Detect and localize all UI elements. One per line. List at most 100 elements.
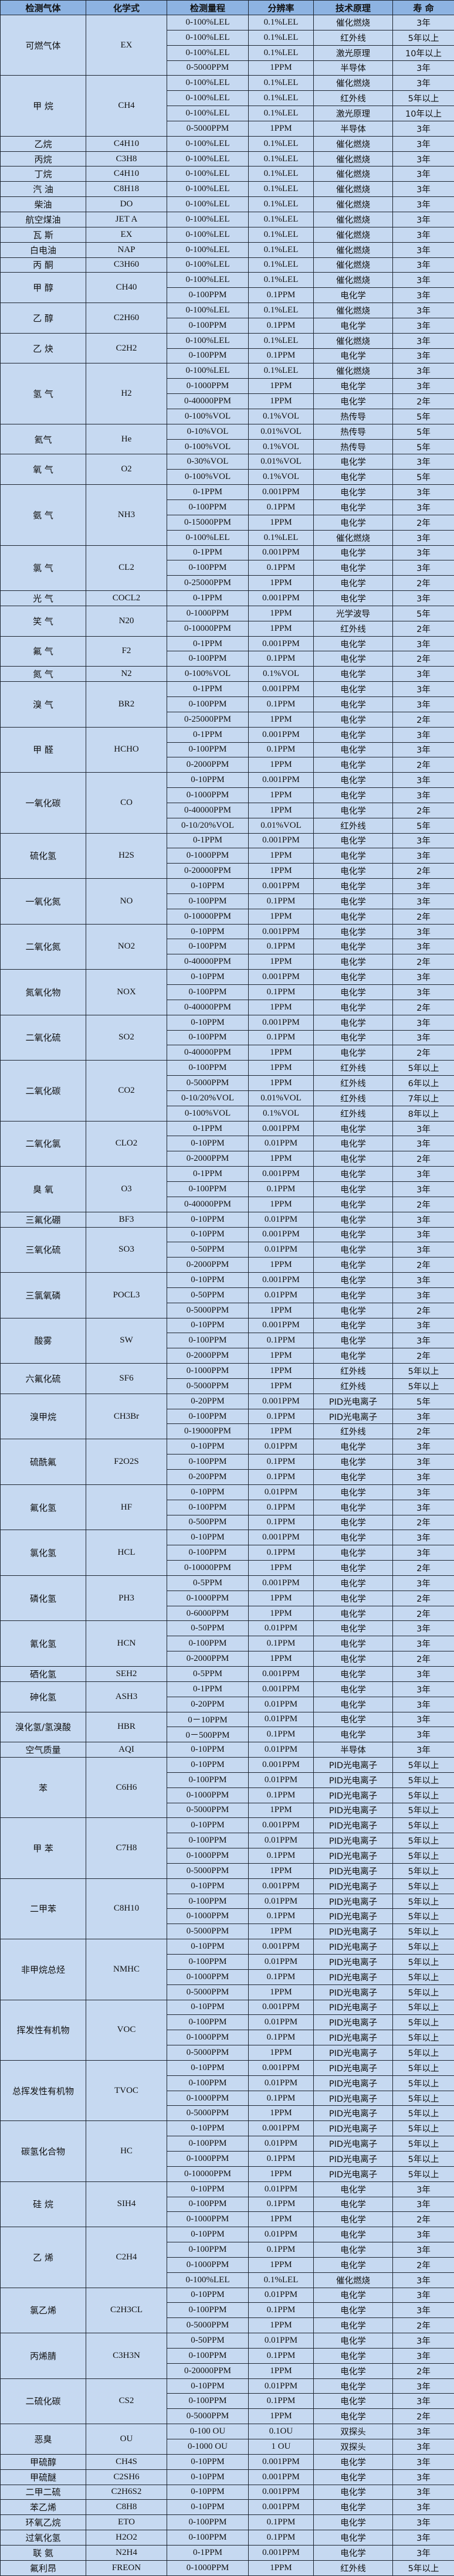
resolution-cell: 1PPM [248, 1605, 314, 1622]
resolution-cell: 0.1PPM [248, 1514, 314, 1531]
lifespan-cell: 3年 [392, 1696, 454, 1712]
lifespan-cell: 5年 [392, 439, 454, 455]
resolution-cell: 1PPM [248, 120, 314, 137]
formula-cell: SEH2 [86, 1666, 167, 1682]
technology-cell: 红外线 [313, 1363, 393, 1379]
lifespan-cell: 2年 [392, 2408, 454, 2425]
lifespan-cell: 5年以上 [392, 1817, 454, 1834]
table-row: 乙 烯 C2H4 0-10PPM 0.01PPM 电化学 3年 [0, 2227, 454, 2288]
range-cell: 0-2000PPM [167, 1151, 249, 1167]
lifespan-cell: 5年以上 [392, 1923, 454, 1940]
formula-cell: C8H10 [86, 1878, 167, 1940]
lifespan-cell: 2年 [392, 514, 454, 531]
range-cell: 0-1PPM [167, 635, 249, 652]
resolution-cell: 1PPM [248, 2363, 314, 2379]
range-cell: 0-1000PPM [167, 2256, 249, 2273]
resolution-cell: 0.01%VOL [248, 454, 314, 470]
gas-name-cell: 柴油 [0, 196, 86, 212]
range-cell: 0-1000 OU [167, 2439, 249, 2455]
range-cell: 0-1000PPM [167, 1908, 249, 1925]
range-cell: 0-10PPM [167, 772, 249, 789]
technology-cell: PID光电离子 [313, 1848, 393, 1864]
technology-cell: PID光电离子 [313, 1833, 393, 1849]
lifespan-cell: 5年以上 [392, 29, 454, 46]
technology-cell: 电化学 [313, 848, 393, 864]
technology-cell: 电化学 [313, 1469, 393, 1485]
lifespan-cell: 3年 [392, 332, 454, 349]
resolution-cell: 0.01%VOL [248, 1090, 314, 1106]
technology-cell: 电化学 [313, 1590, 393, 1606]
gas-name-cell: 二氧化碳 [0, 1060, 86, 1122]
header-gas: 检测气体 [0, 0, 86, 15]
gas-name-cell: 氰化氢 [0, 1620, 86, 1667]
gas-name-cell: 溴 气 [0, 681, 86, 728]
technology-cell: 电化学 [313, 2211, 393, 2228]
formula-cell: HC [86, 2120, 167, 2182]
lifespan-cell: 5年以上 [392, 1939, 454, 1955]
lifespan-cell: 5年以上 [392, 1363, 454, 1379]
range-cell: 0-100%LEL [167, 181, 249, 198]
lifespan-cell: 3年 [392, 2287, 454, 2303]
range-cell: 0-1000PPM [167, 2560, 249, 2576]
resolution-cell: 0.1%VOL [248, 666, 314, 682]
technology-cell: 电化学 [313, 2181, 393, 2197]
formula-cell: C2H60 [86, 303, 167, 334]
table-row: 0-100%LEL 0.1%LEL 催化燃烧 3年 [1, 2272, 454, 2288]
range-cell: 0-5000PPM [167, 120, 249, 137]
technology-cell: 电化学 [313, 1029, 393, 1046]
technology-cell: 催化燃烧 [313, 75, 393, 91]
resolution-cell: 1PPM [248, 60, 314, 76]
technology-cell: 电化学 [313, 923, 393, 940]
table-row: 硫化氢 H2S 0-1PPM 0.001PPM 电化学 3年 [0, 832, 454, 879]
resolution-cell: 0.1%LEL [248, 106, 314, 121]
formula-cell: C2H4 [86, 2227, 167, 2288]
lifespan-cell: 3年 [392, 590, 454, 606]
technology-cell: 电化学 [313, 1151, 393, 1167]
lifespan-cell: 3年 [392, 484, 454, 500]
resolution-cell: 0.001PPM [248, 1817, 314, 1834]
technology-cell: 电化学 [313, 1620, 393, 1637]
technology-cell: 电化学 [313, 2544, 393, 2561]
gas-name-cell: 总挥发性有机物 [0, 2060, 86, 2122]
resolution-cell: 1PPM [248, 908, 314, 925]
table-row: 0-1000 OU 1 OU 双探头 3年 [1, 2439, 454, 2455]
formula-cell: CLO2 [86, 1120, 167, 1167]
table-row: 0-100PPM 0.1PPM 电化学 3年 [1, 1333, 454, 1349]
gas-name-cell: 氮 气 [0, 666, 86, 682]
resolution-cell: 0.001PPM [248, 635, 314, 652]
range-cell: 0-10PPM [167, 1317, 249, 1334]
resolution-cell: 1PPM [248, 1060, 314, 1076]
range-cell: 0-10PPM [167, 1014, 249, 1031]
resolution-cell: 0.001PPM [248, 1272, 314, 1288]
range-cell: 0-50PPM [167, 1242, 249, 1258]
gas-name-cell: 氯 气 [0, 545, 86, 592]
resolution-cell: 0.001PPM [248, 484, 314, 500]
resolution-cell: 0.1%LEL [248, 181, 314, 198]
lifespan-cell: 3年 [392, 772, 454, 789]
technology-cell: 电化学 [313, 1226, 393, 1243]
lifespan-cell: 3年 [392, 2484, 454, 2500]
resolution-cell: 1PPM [248, 848, 314, 864]
range-cell: 0-100PPM [167, 2347, 249, 2364]
resolution-cell: 0.1PPM [248, 317, 314, 334]
lifespan-cell: 2年 [392, 1348, 454, 1364]
lifespan-cell: 5年以上 [392, 2120, 454, 2137]
gas-name-cell: 氟化氢 [0, 1484, 86, 1531]
resolution-cell: 0.1%LEL [248, 135, 314, 152]
range-cell: 0-5000PPM [167, 60, 249, 76]
table-row: 碳氢化合物 HC 0-10PPM 0.001PPM PID光电离子 5年以上 [0, 2120, 454, 2182]
range-cell: 0-100PPM [167, 499, 249, 515]
table-header: 检测气体 化学式 检测量程 分辨率 技术原理 寿 命 [0, 0, 454, 15]
gas-name-cell: 瓦 斯 [0, 226, 86, 243]
lifespan-cell: 3年 [392, 1636, 454, 1652]
resolution-cell: 1PPM [248, 514, 314, 531]
gas-name-cell: 汽 油 [0, 181, 86, 198]
technology-cell: 电化学 [313, 454, 393, 470]
range-cell: 0-1PPM [167, 590, 249, 606]
resolution-cell: 0.1PPM [248, 2090, 314, 2106]
resolution-cell: 0.01PPM [248, 2136, 314, 2152]
technology-cell: 电化学 [313, 1348, 393, 1364]
table-row: 0-15000PPM 1PPM 电化学 2年 [1, 514, 454, 531]
gas-name-cell: 二氧化氯 [0, 1120, 86, 1167]
table-row: 甲硫醚 C2SH6 0-10PPM 0.001PPM 电化学 3年 [0, 2469, 454, 2485]
